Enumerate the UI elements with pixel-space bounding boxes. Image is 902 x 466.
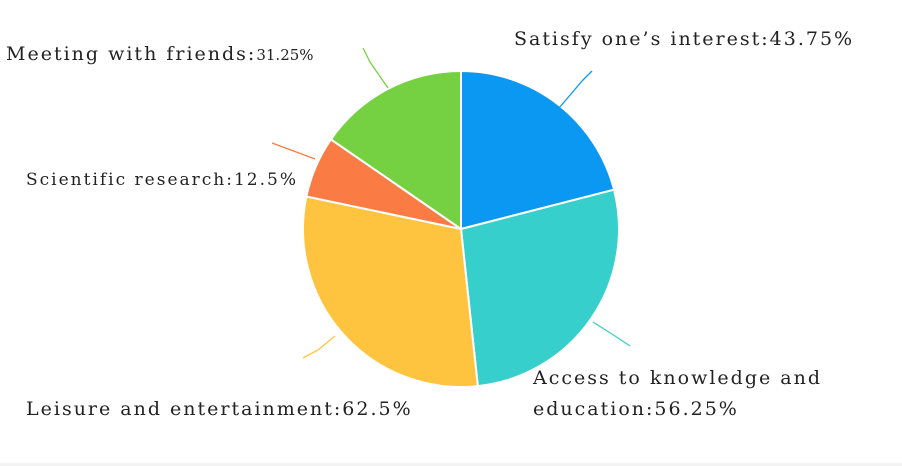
pie-slice-access [459,188,620,388]
slice-label-access-line1: Access to knowledge and [533,367,823,389]
slice-label-meeting: Meeting with friends:31.25% [6,39,314,70]
slice-label-scientific: Scientific research:12.5% [26,170,298,190]
slice-label-meeting-percent: 31.25% [256,46,314,64]
slice-label-access-line2: education:56.25% [533,398,739,420]
leader-line-scientific [271,142,316,160]
slice-label-meeting-name: Meeting with friends: [6,43,257,65]
slice-label-satisfy: Satisfy one’s interest:43.75% [514,28,855,50]
leader-line-satisfy [558,70,593,109]
slice-label-leisure: Leisure and entertainment:62.5% [26,398,413,420]
pie-slice-satisfy [460,69,616,231]
leader-line-leisure [302,335,336,359]
leader-line-meeting [362,47,389,89]
pie-slice-leisure [302,195,479,388]
leader-line-access [592,321,631,347]
pie-slice-meeting [329,69,462,231]
bottom-divider [0,463,902,466]
